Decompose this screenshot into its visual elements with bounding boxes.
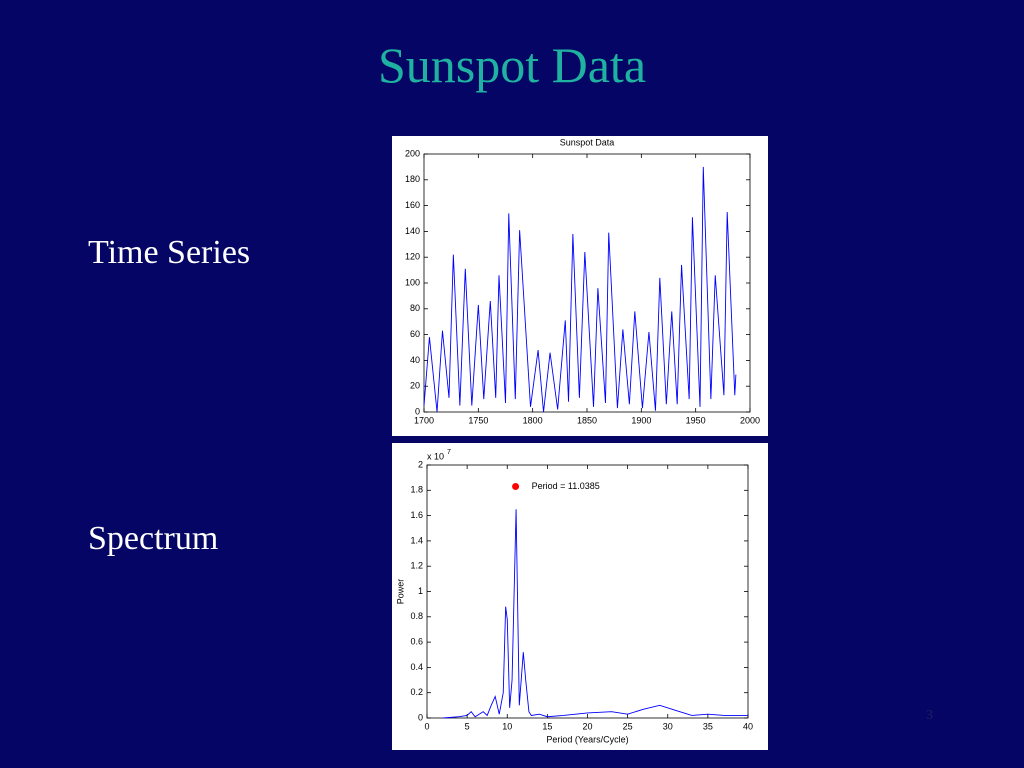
y-tick-label: 200 (405, 148, 420, 158)
x-tick-label: 25 (623, 721, 633, 731)
y-multiplier-exponent: 7 (447, 449, 451, 456)
chart-background (392, 443, 768, 750)
page-number: 3 (926, 708, 933, 723)
x-tick-label: 40 (743, 721, 753, 731)
y-tick-label: 180 (405, 174, 420, 184)
y-tick-label: 120 (405, 252, 420, 262)
x-tick-label: 1950 (686, 415, 706, 425)
y-tick-label: 20 (410, 381, 420, 391)
x-tick-label: 1750 (468, 415, 488, 425)
slide-title: Sunspot Data (377, 37, 647, 93)
peak-marker (512, 483, 520, 491)
x-tick-label: 2000 (740, 415, 760, 425)
peak-label: Period = 11.0385 (532, 481, 600, 491)
x-tick-label: 1700 (414, 415, 434, 425)
x-tick-label: 0 (424, 721, 429, 731)
x-tick-label: 1900 (631, 415, 651, 425)
y-tick-label: 1.2 (410, 561, 423, 571)
y-tick-label: 1.4 (410, 535, 423, 545)
x-tick-label: 1850 (577, 415, 597, 425)
y-tick-label: 0.6 (410, 636, 423, 646)
y-tick-label: 140 (405, 226, 420, 236)
y-axis-label: Power (395, 579, 405, 605)
data-line (443, 509, 748, 719)
y-tick-label: 0.4 (410, 662, 423, 672)
x-tick-label: 15 (542, 721, 552, 731)
chart: 0 5 10 15 20 25 30 35 40 0 0.2 0.4 0.6 0.8 1 1.2 1.4 1.6 1… (392, 443, 768, 750)
y-tick-label: 1.8 (410, 485, 423, 495)
data-line (423, 166, 737, 413)
x-tick-label: 20 (582, 721, 592, 731)
x-tick-label: 35 (703, 721, 713, 731)
x-axis-label: Period (Years/Cycle) (546, 734, 628, 744)
y-tick-label: 0.2 (410, 687, 423, 697)
y-tick-label: 40 (410, 355, 420, 365)
y-tick-label: 0.8 (410, 611, 423, 621)
y-tick-label: 1 (418, 586, 423, 596)
y-tick-label: 2 (418, 459, 423, 469)
x-tick-label: 30 (663, 721, 673, 731)
y-tick-label: 1.6 (410, 510, 423, 520)
chart: 1700 1750 1800 1850 1900 1950 2000 0 20 40 60 80 100… (392, 136, 768, 436)
y-tick-label: 100 (405, 277, 420, 287)
y-tick-label: 60 (410, 329, 420, 339)
y-tick-label: 0 (415, 406, 420, 416)
x-tick-label: 5 (465, 721, 470, 731)
y-tick-label: 80 (410, 303, 420, 313)
y-multiplier: x 10 (427, 451, 444, 461)
y-tick-label: 0 (418, 712, 423, 722)
chart-title: Sunspot Data (560, 137, 615, 147)
x-tick-label: 1800 (523, 415, 543, 425)
x-tick-label: 10 (502, 721, 512, 731)
section-label: Spectrum (88, 520, 219, 557)
y-tick-label: 160 (405, 200, 420, 210)
section-label: Time Series (88, 234, 251, 271)
